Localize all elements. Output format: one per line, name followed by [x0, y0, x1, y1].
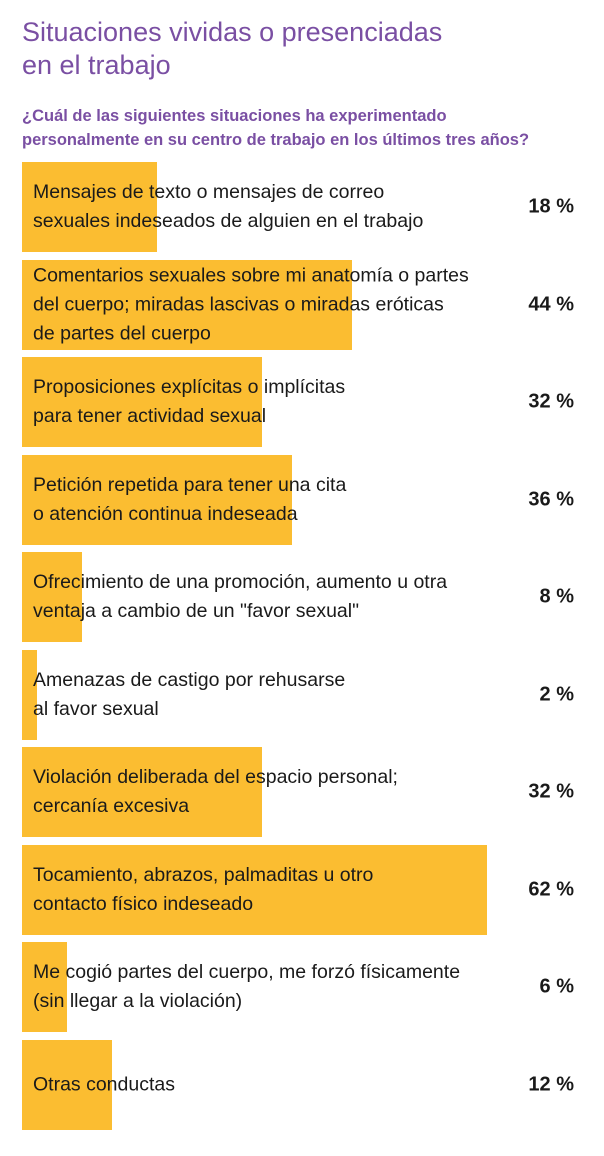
- bar-row: Proposiciones explícitas o implícitas pa…: [0, 357, 604, 447]
- category-label: Comentarios sexuales sobre mi anatomía o…: [33, 264, 469, 344]
- bar: [22, 454, 292, 545]
- bar-row: Petición repetida para tener una cita o …: [0, 454, 604, 545]
- bar: [22, 649, 37, 740]
- bar-row: Comentarios sexuales sobre mi anatomía o…: [0, 259, 604, 350]
- bar: [22, 357, 262, 447]
- bar: [22, 259, 352, 350]
- category-label: Mensajes de texto o mensajes de correo s…: [33, 181, 424, 232]
- bar-row: Violación deliberada del espacio persona…: [0, 747, 604, 837]
- category-label: Proposiciones explícitas o implícitas pa…: [33, 376, 346, 427]
- category-label: Otras conductas: [33, 1073, 175, 1095]
- value-label: 44 %: [528, 293, 574, 315]
- chart-subtitle: ¿Cuál de las siguientes situaciones ha e…: [22, 107, 530, 149]
- value-label: 6 %: [539, 975, 574, 998]
- category-label: Ofrecimiento de una promoción, aumento u…: [33, 571, 448, 622]
- value-label: 2 %: [539, 683, 574, 705]
- bar-row: Ofrecimiento de una promoción, aumento u…: [0, 552, 604, 642]
- value-label: 62 %: [528, 878, 574, 900]
- bar: [22, 844, 487, 935]
- bar: [22, 747, 262, 837]
- value-label: 8 %: [539, 585, 574, 608]
- value-label: 12 %: [528, 1073, 574, 1095]
- category-label: Violación deliberada del espacio persona…: [33, 766, 398, 817]
- bar: [22, 942, 67, 1032]
- value-label: 32 %: [528, 390, 574, 413]
- bar: [22, 162, 157, 252]
- value-label: 18 %: [528, 195, 574, 218]
- bar: [22, 552, 82, 642]
- category-label: Amenazas de castigo por rehusarse al fav…: [33, 668, 346, 720]
- bar-row: Me cogió partes del cuerpo, me forzó fís…: [0, 942, 604, 1032]
- category-label: Tocamiento, abrazos, palmaditas u otro c…: [33, 863, 374, 915]
- bar-row: Amenazas de castigo por rehusarse al fav…: [0, 649, 604, 740]
- bar: [22, 1039, 112, 1130]
- chart-title: Situaciones vividas o presenciadas en el…: [22, 17, 443, 80]
- value-label: 36 %: [528, 488, 574, 510]
- category-label: Petición repetida para tener una cita o …: [33, 473, 347, 525]
- bar-row: Otras conductas 12 %: [0, 1039, 604, 1130]
- bar-row: Tocamiento, abrazos, palmaditas u otro c…: [0, 844, 604, 935]
- category-label: Me cogió partes del cuerpo, me forzó fís…: [33, 961, 461, 1012]
- bar-row: Mensajes de texto o mensajes de correo s…: [0, 162, 604, 252]
- value-label: 32 %: [528, 780, 574, 803]
